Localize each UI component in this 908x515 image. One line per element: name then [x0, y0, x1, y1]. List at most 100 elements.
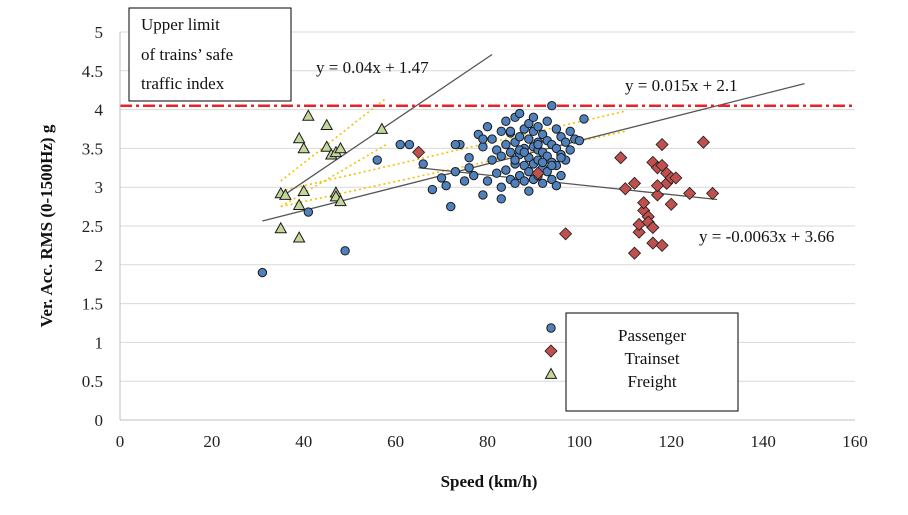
passenger-point	[340, 246, 350, 256]
trainset-point	[655, 137, 669, 152]
trainset-point	[646, 220, 660, 235]
passenger-point	[537, 157, 548, 168]
freight-point	[375, 122, 389, 134]
x-tick-labels: 0 20 40 60 80 100 120 140 160	[116, 432, 868, 451]
trainset-point	[669, 171, 683, 185]
trainset-point	[618, 182, 632, 196]
passenger-point	[524, 186, 534, 196]
passenger-point	[519, 147, 529, 157]
legend-marker-freight	[544, 367, 558, 379]
freight-point	[320, 140, 334, 152]
passenger-point	[505, 126, 516, 137]
passenger-point	[482, 121, 493, 132]
passenger-point	[537, 178, 548, 189]
threshold-label-line-2: of trains’ safe	[141, 45, 233, 64]
legend-markers	[544, 323, 558, 379]
trainset-point	[412, 145, 426, 159]
x-tick-label: 60	[387, 432, 404, 451]
trainset-point	[632, 225, 646, 239]
passenger-point	[496, 182, 506, 192]
confidence-band-line	[280, 143, 387, 208]
trainset-point	[614, 151, 628, 165]
trainset-point	[646, 236, 660, 250]
passenger-point	[533, 139, 543, 150]
passenger-point	[464, 163, 474, 173]
legend-frame	[565, 312, 739, 412]
trainset-point	[706, 186, 720, 200]
x-tick-label: 120	[659, 432, 685, 451]
confidence-band-line	[280, 97, 387, 182]
y-tick-label: 4	[95, 101, 104, 120]
freight-point	[292, 198, 306, 210]
trainset-point	[650, 188, 665, 202]
x-tick-label: 140	[750, 432, 776, 451]
y-tick-label: 0.5	[82, 372, 103, 391]
trainset-point	[655, 238, 669, 252]
passenger-point	[556, 153, 566, 163]
trendline-label-all: y = 0.015x + 2.1	[625, 76, 738, 95]
passenger-point	[579, 114, 589, 124]
passenger-point	[496, 194, 506, 204]
passenger-point	[519, 176, 529, 186]
y-tick-label: 0	[95, 411, 104, 430]
passenger-point	[514, 132, 525, 142]
y-tick-label: 2	[95, 256, 104, 275]
passenger-point	[542, 151, 552, 161]
passenger-point	[547, 174, 557, 185]
x-tick-label: 80	[479, 432, 496, 451]
legend-label-freight: Freight	[627, 372, 676, 391]
freight-point	[297, 184, 311, 196]
trainset-point	[696, 135, 710, 149]
passenger-point	[524, 118, 534, 129]
passenger-point	[487, 155, 497, 165]
y-tick-label: 1.5	[82, 295, 103, 314]
y-tick-label: 2.5	[82, 217, 103, 236]
passenger-point	[524, 166, 534, 177]
passenger-point	[487, 134, 497, 144]
threshold-label-line-3: traffic index	[141, 74, 225, 93]
legend-label-passenger: Passenger	[618, 326, 686, 345]
freight-point	[334, 194, 347, 207]
passenger-point	[551, 143, 562, 154]
trendline-label-freight: y = 0.04x + 1.47	[316, 58, 429, 77]
trainset-point	[531, 166, 545, 180]
freight-point	[334, 141, 347, 154]
passenger-point	[427, 184, 438, 195]
passenger-point	[395, 139, 405, 150]
passenger-point	[491, 168, 502, 178]
freight-point	[320, 118, 334, 131]
trendlines	[262, 53, 805, 222]
y-tick-label: 5	[95, 23, 104, 42]
x-tick-label: 100	[567, 432, 593, 451]
passenger-point	[491, 145, 502, 155]
passenger-point	[547, 160, 557, 171]
y-axis-title: Ver. Acc. RMS (0-1500Hz) g	[37, 124, 56, 327]
passenger-point	[519, 160, 529, 171]
passenger-point	[496, 126, 506, 137]
x-tick-label: 20	[203, 432, 220, 451]
passenger-point	[551, 124, 562, 134]
trendline-label-trainset: y = -0.0063x + 3.66	[699, 227, 834, 246]
passenger-point	[446, 201, 456, 212]
trainset-point	[627, 176, 642, 190]
passenger-point	[547, 101, 557, 111]
threshold-label-frame	[128, 7, 292, 102]
passenger-point	[459, 176, 470, 186]
trainset-point	[637, 196, 651, 210]
threshold-label-line-1: Upper limit	[141, 15, 220, 34]
passenger-point	[464, 153, 474, 163]
passenger-point	[556, 170, 566, 181]
freight-point	[301, 109, 315, 121]
passenger-point	[510, 178, 520, 189]
passenger-point	[482, 176, 493, 186]
legend-marker-trainset	[544, 344, 558, 358]
freight-point	[297, 141, 311, 154]
passenger-point	[524, 134, 534, 144]
passenger-point	[501, 139, 511, 150]
passenger-point	[537, 129, 548, 140]
passenger-point	[565, 145, 575, 155]
freight-point	[279, 188, 292, 200]
passenger-point	[303, 207, 314, 217]
x-tick-label: 160	[842, 432, 868, 451]
